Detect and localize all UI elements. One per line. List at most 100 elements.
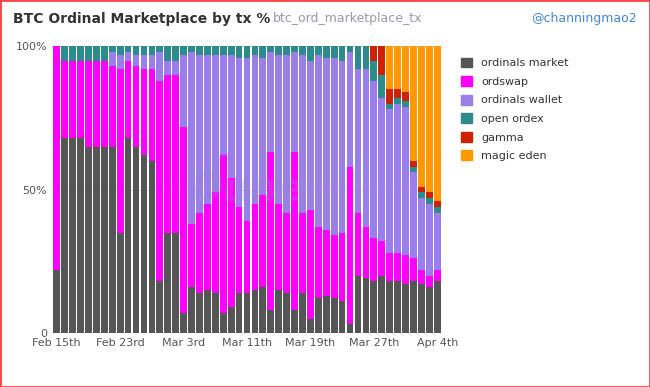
Bar	[220, 313, 227, 333]
Bar	[93, 147, 99, 333]
Bar	[378, 98, 385, 241]
Bar	[395, 89, 401, 98]
Bar	[402, 101, 409, 106]
Bar	[410, 167, 417, 173]
Bar	[133, 46, 139, 55]
Bar	[180, 55, 187, 127]
Bar	[346, 324, 354, 333]
Bar	[395, 46, 401, 89]
Bar	[418, 46, 424, 187]
Bar	[227, 55, 235, 178]
Bar	[331, 58, 337, 235]
Bar	[283, 212, 290, 293]
Bar	[259, 195, 266, 287]
Bar	[236, 207, 242, 293]
Bar	[339, 46, 346, 61]
Bar	[133, 55, 139, 67]
Bar	[117, 55, 124, 69]
Bar	[410, 259, 417, 281]
Bar	[85, 147, 92, 333]
Text: btc_ord_marketplace_tx: btc_ord_marketplace_tx	[273, 12, 422, 25]
Bar	[70, 138, 76, 333]
Bar	[418, 198, 424, 270]
Bar	[70, 61, 76, 138]
Bar	[307, 46, 314, 61]
Bar	[77, 138, 84, 333]
Bar	[267, 152, 274, 310]
Bar	[426, 204, 433, 276]
Bar	[204, 204, 211, 290]
Bar	[434, 281, 441, 333]
Bar	[402, 46, 409, 92]
Bar	[125, 52, 131, 61]
Bar	[109, 52, 116, 67]
Bar	[164, 46, 171, 61]
Bar	[227, 46, 235, 55]
Bar	[299, 293, 306, 333]
Bar	[61, 61, 68, 138]
Bar	[236, 293, 242, 333]
Bar	[125, 61, 131, 138]
Bar	[331, 46, 337, 58]
Bar	[307, 210, 314, 319]
Bar	[363, 46, 369, 69]
Bar	[157, 52, 163, 81]
Bar	[53, 46, 60, 270]
Bar	[370, 46, 377, 61]
Bar	[323, 46, 330, 58]
Bar	[315, 55, 322, 227]
Bar	[323, 230, 330, 296]
Bar	[395, 104, 401, 253]
Bar	[339, 61, 346, 233]
Bar	[307, 61, 314, 210]
Bar	[346, 167, 354, 324]
Bar	[53, 270, 60, 333]
Text: BTC Ordinal Marketplace by tx %: BTC Ordinal Marketplace by tx %	[13, 12, 270, 26]
Bar	[363, 69, 369, 227]
Bar	[148, 46, 155, 55]
Bar	[315, 227, 322, 298]
Bar	[244, 221, 250, 293]
Bar	[109, 147, 116, 333]
Bar	[101, 147, 108, 333]
Bar	[418, 284, 424, 333]
Bar	[259, 287, 266, 333]
Bar	[276, 204, 282, 290]
Bar	[418, 187, 424, 192]
Bar	[395, 253, 401, 281]
Bar	[402, 92, 409, 101]
Text: @channingmao2: @channingmao2	[532, 12, 637, 25]
Bar	[157, 81, 163, 281]
Bar	[117, 233, 124, 333]
Bar	[172, 233, 179, 333]
Bar	[355, 69, 361, 212]
Bar	[212, 192, 218, 293]
Bar	[370, 81, 377, 238]
Bar	[410, 161, 417, 167]
Bar	[299, 46, 306, 55]
Bar	[299, 212, 306, 293]
Bar	[172, 75, 179, 233]
Bar	[363, 278, 369, 333]
Bar	[244, 293, 250, 333]
Bar	[355, 276, 361, 333]
Bar	[70, 46, 76, 61]
Bar	[378, 276, 385, 333]
Bar	[355, 46, 361, 69]
Legend: ordinals market, ordswap, ordinals wallet, open ordex, gamma, magic eden: ordinals market, ordswap, ordinals walle…	[456, 52, 574, 167]
Bar	[434, 270, 441, 281]
Bar	[252, 55, 258, 204]
Bar	[236, 46, 242, 58]
Bar	[315, 46, 322, 55]
Bar	[148, 55, 155, 69]
Bar	[323, 58, 330, 230]
Bar	[172, 61, 179, 75]
Bar	[426, 287, 433, 333]
Bar	[267, 310, 274, 333]
Bar	[140, 55, 148, 69]
Bar	[386, 110, 393, 253]
Bar	[339, 301, 346, 333]
Bar	[370, 238, 377, 281]
Bar	[212, 55, 218, 192]
Bar	[252, 204, 258, 290]
